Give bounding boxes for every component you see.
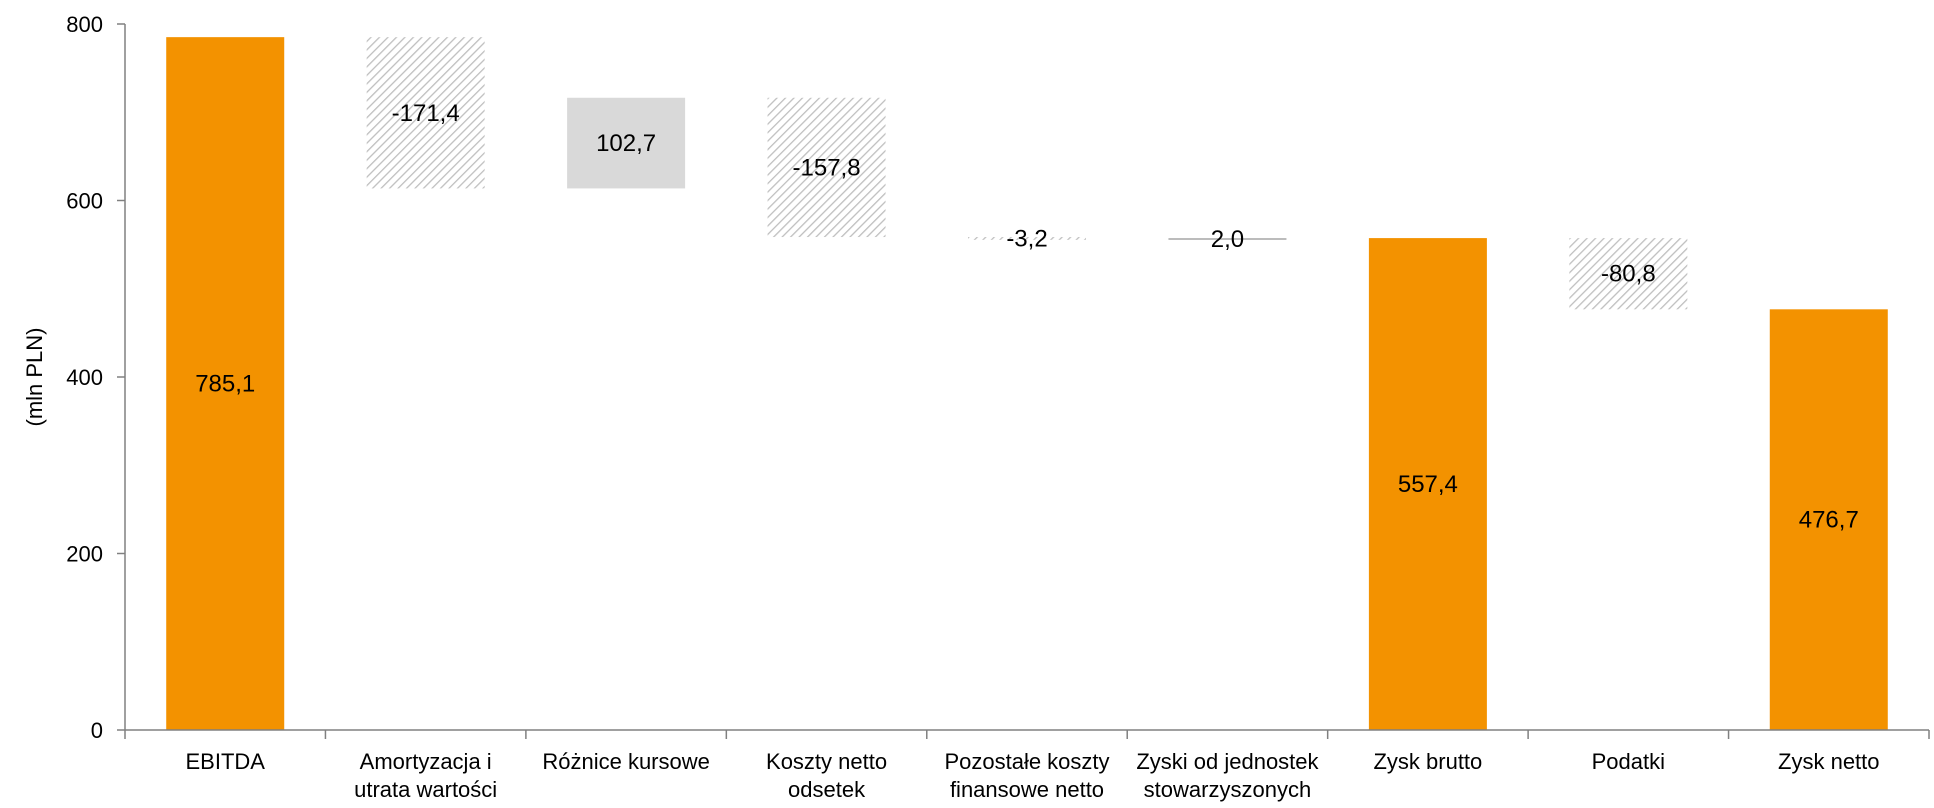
y-tick-label: 0 [91,718,103,743]
x-tick-label: Podatki [1592,749,1665,774]
data-label-3: 102,7 [596,130,656,157]
y-axis-title: (mln PLN) [22,327,47,426]
x-tick-label: Różnice kursowe [542,749,710,774]
bars-layer [166,37,1888,731]
bar-4 [767,97,886,238]
labels-layer: 785,1 -171,4 102,7 -157,8 -3,2 2,0 557,4 -80,8 4… [195,100,1859,534]
x-tick-label: Zysk netto [1778,749,1879,774]
data-label-9: 476,7 [1799,507,1859,534]
y-tick-label: 400 [66,365,103,390]
bar-2 [366,37,485,189]
x-tick-label: Amortyzacja i utrata wartości [354,749,497,802]
bar-1 [166,37,285,731]
y-tick-label: 800 [66,12,103,37]
bar-5 [968,237,1086,240]
data-label-4: -157,8 [793,154,861,181]
x-tick-label: Koszty netto odsetek [766,749,887,802]
axes-layer: 0 200 400 600 800 EBITDA Amortyzacja i utrata w… [66,12,1930,802]
data-label-2: -171,4 [392,100,460,127]
bar-3 [567,97,686,189]
y-tick-label: 600 [66,189,103,214]
bar-7 [1368,238,1487,731]
data-label-1: 785,1 [195,371,255,398]
data-label-8: -80,8 [1601,261,1656,288]
bar-9 [1769,309,1888,730]
data-label-6: 2,0 [1211,226,1244,253]
bar-8 [1569,238,1688,310]
y-tick-label: 200 [66,542,103,567]
data-label-7: 557,4 [1398,471,1458,498]
x-tick-label: Zyski od jednostek stowarzyszonych [1136,749,1319,802]
data-label-5: -3,2 [1006,225,1047,252]
x-tick-label: Zysk brutto [1373,749,1482,774]
x-tick-label: EBITDA [185,749,265,774]
x-tick-label: Pozostałe koszty finansowe netto [944,749,1109,802]
